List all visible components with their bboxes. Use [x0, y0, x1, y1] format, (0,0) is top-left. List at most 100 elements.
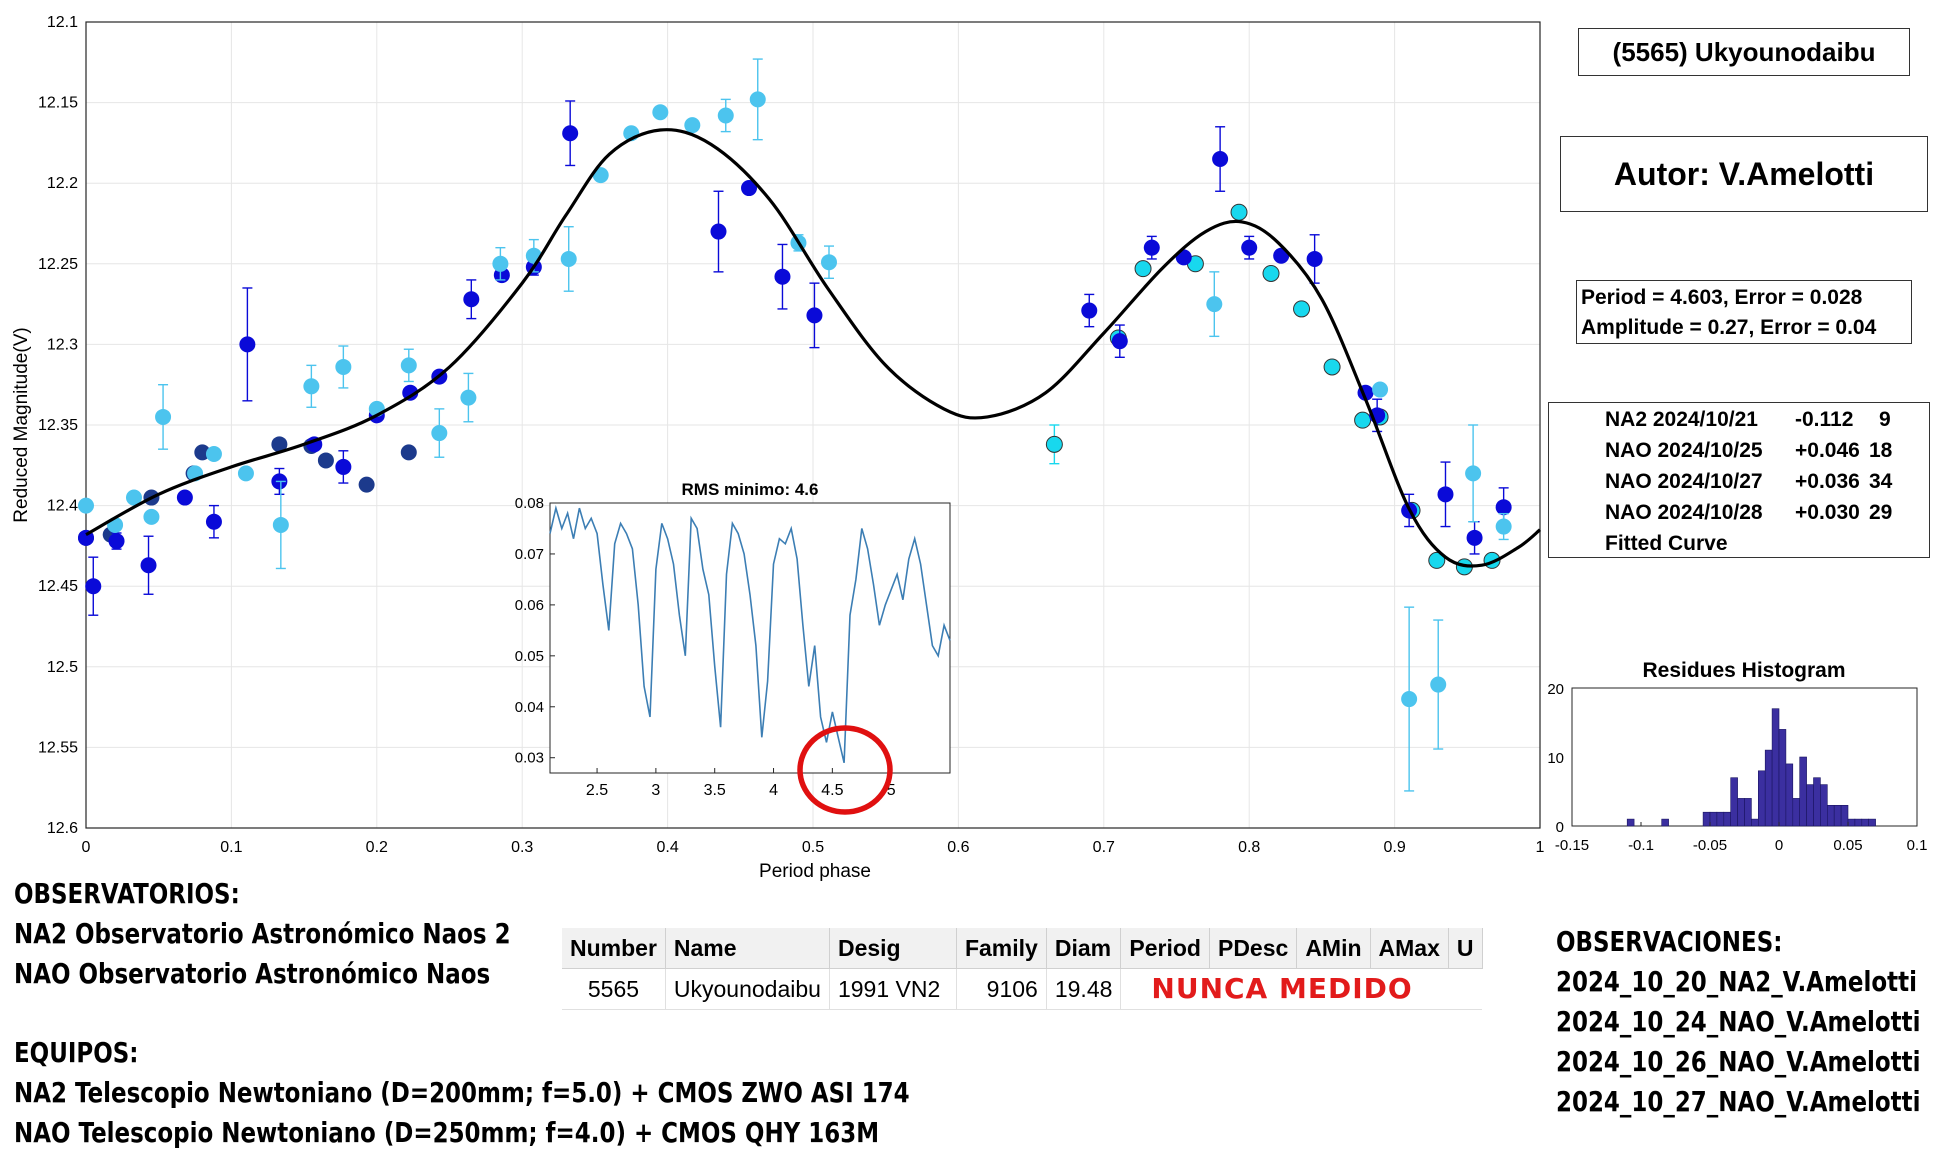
- data-point: [335, 450, 352, 484]
- legend-box: NA2 2024/10/21 -0.112 9 NAO 2024/10/25 +…: [1548, 402, 1930, 558]
- data-point: [820, 245, 837, 280]
- data-point: [684, 117, 701, 134]
- hist-bars: [1626, 708, 1876, 827]
- x-tick-label: 0.1: [220, 839, 242, 856]
- data-point: [400, 348, 417, 383]
- equipo-line: NAO Telescopio Newtoniano (D=250mm; f=4.…: [14, 1116, 880, 1149]
- legend-count: 29: [1869, 501, 1893, 524]
- col-u: U: [1448, 928, 1483, 969]
- data-point: [303, 364, 320, 408]
- hist-bar: [1806, 784, 1814, 827]
- minimum-highlight-circle: [797, 725, 893, 815]
- data-point: [560, 226, 577, 292]
- rms-line: [549, 504, 951, 763]
- hist-bar: [1861, 818, 1870, 827]
- hist-bar: [1626, 818, 1635, 827]
- legend-count: 9: [1879, 408, 1891, 431]
- asteroid-title: (5565) Ukyounodaibu: [1612, 36, 1876, 67]
- legend-count: 18: [1869, 439, 1893, 462]
- observacion-line: 2024_10_26_NAO_V.Amelotti: [1556, 1045, 1921, 1078]
- y-tick-label: 12.35: [38, 417, 78, 434]
- cell-name: Ukyounodaibu: [665, 968, 830, 1010]
- data-point: [1372, 381, 1389, 398]
- x-tick-label: 0: [82, 839, 91, 856]
- inset-title: RMS minimo: 4.6: [682, 480, 819, 499]
- data-point: [463, 279, 480, 320]
- cell-desig: 1991 VN2: [829, 968, 957, 1010]
- inset-plot-frame: [549, 502, 951, 774]
- x-tick-label: 0.4: [656, 839, 678, 856]
- data-point: [460, 372, 477, 423]
- hist-x-tick: 0: [1775, 837, 1783, 854]
- y-tick-label: 12.6: [47, 820, 78, 837]
- y-tick-label: 12.45: [38, 578, 78, 595]
- legend-count: 34: [1869, 470, 1893, 493]
- data-point: [1430, 619, 1447, 750]
- y-tick-label: 12.2: [47, 175, 78, 192]
- data-point: [1354, 411, 1372, 429]
- data-point: [710, 190, 727, 273]
- data-point: [749, 58, 766, 141]
- col-name: Name: [665, 928, 830, 969]
- main-plot-frame: [85, 21, 1541, 829]
- col-number: Number: [562, 928, 666, 969]
- inset-y-tick: 0.03: [515, 750, 544, 767]
- inset-x-tick: 3: [651, 782, 660, 799]
- y-tick-label: 12.25: [38, 256, 78, 273]
- x-tick-label: 0.2: [366, 839, 388, 856]
- inset-x-tick: 5: [887, 782, 896, 799]
- fitted-curve: [85, 128, 1542, 568]
- equipo-line: NA2 Telescopio Newtoniano (D=200mm; f=5.…: [14, 1076, 910, 1109]
- inset-tick-labels: 2.5 3 3.5 4 4.5 5 0.08 0.07 0.06 0.05 0.04 0.03: [515, 495, 896, 799]
- data-point: [1134, 260, 1152, 278]
- col-diam: Diam: [1046, 928, 1122, 969]
- hist-bar: [1716, 811, 1725, 827]
- legend-offset: +0.030: [1795, 501, 1860, 524]
- hist-bar: [1820, 784, 1828, 827]
- data-point: [1306, 234, 1323, 284]
- data-point: [431, 408, 448, 458]
- hist-bar: [1868, 818, 1876, 827]
- hist-bar: [1778, 729, 1787, 827]
- hist-bar: [1854, 818, 1863, 827]
- never-measured-stamp: NUNCA MEDIDO: [1151, 972, 1413, 1005]
- hist-bar: [1751, 818, 1759, 827]
- y-tick-label: 12.3: [47, 336, 78, 353]
- data-point: [1143, 235, 1160, 260]
- hist-y-tick: 20: [1547, 681, 1564, 698]
- x-tick-label: 0.5: [802, 839, 824, 856]
- hist-bar: [1709, 811, 1718, 827]
- equipos-heading: EQUIPOS:: [14, 1036, 139, 1069]
- legend-offset: -0.112: [1795, 408, 1854, 431]
- hist-bar: [1799, 756, 1807, 827]
- data-point: [1428, 551, 1446, 569]
- inset-y-tick: 0.07: [515, 546, 544, 563]
- data-point: [652, 104, 669, 121]
- hist-title: Residues Histogram: [1642, 659, 1845, 682]
- x-tick-label: 0.3: [511, 839, 533, 856]
- data-point: [492, 246, 509, 281]
- asteroid-info-table: Number Name Desig Family Diam Period PDe…: [562, 928, 1483, 1010]
- cell-family: 9106: [956, 968, 1047, 1010]
- data-point: [78, 497, 94, 514]
- data-point: [1262, 264, 1280, 282]
- col-amax: AMax: [1370, 928, 1449, 969]
- col-pdesc: PDesc: [1209, 928, 1298, 969]
- hist-tick-labels: -0.15 -0.1 -0.05 0 0.05 0.1 20 10 0: [1547, 681, 1927, 854]
- hist-bar: [1827, 804, 1835, 827]
- data-point: [358, 476, 375, 493]
- main-x-axis-label: Period phase: [759, 861, 871, 882]
- data-point: [562, 100, 579, 167]
- info-table: Number Name Desig Family Diam Period PDe…: [562, 928, 1483, 1010]
- hist-bar: [1833, 804, 1842, 827]
- hist-bar: [1702, 811, 1711, 827]
- x-tick-label: 0.6: [947, 839, 969, 856]
- observatorio-line: NAO Observatorio Astronómico Naos: [14, 957, 491, 990]
- table-header-row: Number Name Desig Family Diam Period PDe…: [562, 928, 1483, 969]
- inset-x-tick: 2.5: [586, 782, 608, 799]
- data-point: [1437, 461, 1454, 528]
- hist-bar: [1771, 708, 1780, 827]
- data-point: [205, 504, 222, 539]
- data-point: [317, 452, 334, 469]
